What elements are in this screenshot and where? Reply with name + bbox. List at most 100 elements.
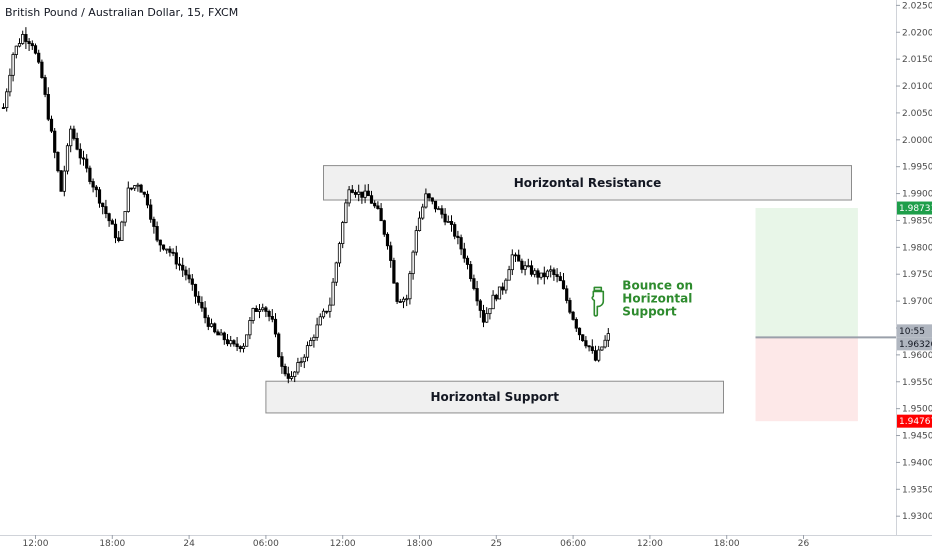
price-tick-label: 1.97500 (902, 270, 932, 280)
candle (49, 115, 54, 133)
price-axis[interactable]: 2.02500 2.02000 2.01500 2.01000 2.00500 2.000… (896, 1, 932, 522)
candle (321, 308, 326, 319)
candle-body (187, 274, 191, 280)
candle (21, 30, 25, 45)
zones-layer (265, 165, 896, 422)
time-tick-label: 12:00 (637, 539, 663, 549)
candle (126, 181, 130, 213)
candle (449, 215, 454, 232)
candle-body (145, 193, 150, 206)
candle (107, 212, 111, 227)
candle (593, 345, 598, 362)
candle (542, 266, 546, 285)
candle-body (280, 356, 284, 367)
candle-body (449, 221, 454, 225)
candle-body (203, 307, 207, 319)
candle (318, 313, 322, 326)
loss-zone (755, 337, 858, 422)
candle-body (539, 272, 543, 278)
time-tick-label: 12:00 (23, 539, 49, 549)
candle (357, 184, 361, 202)
candle-body (529, 265, 534, 275)
candle (341, 220, 345, 249)
candle (446, 215, 450, 223)
candle-body (152, 218, 156, 227)
candle (171, 248, 175, 257)
candle-body (382, 220, 386, 235)
candle-body (129, 187, 134, 190)
candle (225, 333, 230, 347)
candle (459, 234, 463, 256)
candle-body (293, 371, 297, 377)
candle-body (78, 148, 82, 159)
candle (257, 304, 262, 319)
price-tick-label: 1.95000 (902, 405, 932, 415)
candle-body (277, 333, 281, 358)
candle (184, 266, 188, 281)
price-tick-label: 1.97000 (902, 297, 932, 307)
candle (517, 249, 521, 262)
candle-body (91, 181, 95, 188)
candle (552, 267, 556, 281)
candle (289, 371, 294, 381)
candle-body (21, 34, 25, 44)
candle-body (206, 317, 210, 327)
candle-body (389, 245, 393, 261)
candle-body (149, 204, 153, 220)
candle-body (568, 300, 572, 313)
candle (513, 252, 518, 262)
candle-body (110, 220, 114, 225)
candle (405, 294, 409, 307)
time-axis[interactable]: 12:00 18:00 24 06:00 12:00 18:00 25 06:00 12:00 1… (23, 535, 810, 549)
candle (149, 199, 153, 223)
candle (88, 165, 92, 185)
candle (235, 337, 239, 352)
candle-body (385, 233, 390, 247)
candle (584, 336, 588, 349)
candle-body (43, 77, 47, 95)
candle (120, 220, 124, 241)
stop-price-tag-text: 1.94767 (899, 417, 932, 427)
candle-body (523, 265, 527, 270)
pointing-hand-icon (591, 286, 605, 317)
candle-body (267, 311, 271, 317)
candle-body (161, 244, 166, 250)
candle-body (257, 309, 262, 312)
candle-body (513, 254, 518, 257)
candle-body (485, 313, 489, 323)
candle-body (453, 224, 457, 237)
entry-price-tag: 1.96326 (897, 337, 932, 351)
candle (561, 273, 566, 290)
candle-body (520, 260, 524, 270)
support-zone-label: Horizontal Support (430, 390, 559, 404)
candle (302, 354, 306, 369)
annotation-line: Bounce on (622, 278, 693, 292)
candle-body (33, 45, 38, 54)
candle-body (241, 345, 246, 349)
candle-body (475, 288, 479, 302)
candle (78, 143, 82, 165)
candle-body (424, 193, 428, 208)
candle-body (318, 316, 322, 326)
candle-body (104, 206, 108, 215)
candle (520, 258, 524, 274)
time-tick-label: 18:00 (407, 539, 433, 549)
candle (414, 225, 418, 256)
candle-body (411, 251, 415, 275)
candle-body (497, 286, 502, 300)
price-tick-label: 1.99000 (902, 190, 932, 200)
candle (241, 343, 246, 353)
candle-body (75, 138, 79, 150)
candle (270, 309, 274, 323)
candle-body (59, 170, 63, 192)
candle-body (62, 170, 66, 192)
candle-body (283, 365, 287, 375)
candle (392, 257, 396, 284)
candle-body (597, 349, 601, 361)
candle-body (56, 151, 60, 172)
candle (24, 27, 28, 50)
candle (136, 182, 140, 192)
candle (187, 267, 191, 284)
